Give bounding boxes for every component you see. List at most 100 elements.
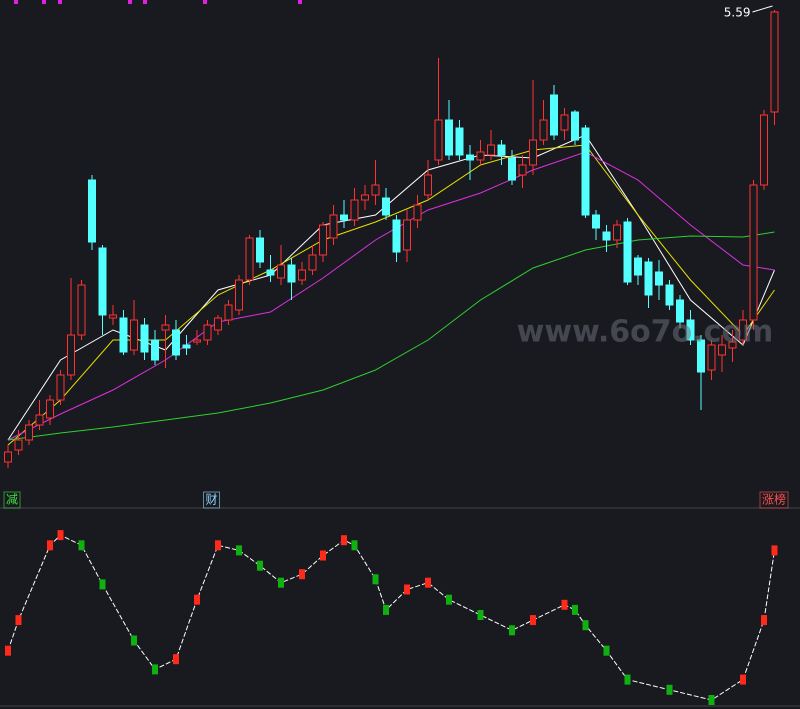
candle-body: [455, 127, 464, 156]
ma-line: [7, 231, 775, 441]
candle-body: [613, 224, 621, 241]
oscillator-marker: [47, 540, 53, 551]
candle-body: [287, 264, 296, 283]
candle-body: [728, 341, 737, 349]
candle-body: [602, 231, 611, 241]
candle-body: [392, 219, 401, 253]
candle-body: [623, 221, 632, 283]
candle-body: [172, 329, 180, 356]
candle-body: [4, 451, 12, 463]
oscillator-marker: [404, 584, 410, 595]
candle-body: [413, 204, 422, 221]
oscillator-marker: [582, 620, 589, 631]
candle-body: [266, 269, 275, 276]
candle-body: [739, 319, 747, 341]
candle-body: [497, 144, 506, 156]
oscillator-marker: [708, 695, 715, 705]
candle-body: [130, 319, 138, 351]
candle-body: [718, 344, 726, 356]
oscillator-marker: [530, 615, 536, 626]
candle-body: [707, 344, 716, 371]
candle-body: [550, 94, 558, 136]
candle-body: [46, 399, 54, 419]
candle-body: [665, 284, 674, 306]
candle-body: [434, 119, 443, 161]
candle-body: [77, 284, 86, 336]
ma-line: [7, 144, 775, 446]
event-label: 减: [6, 493, 18, 507]
oscillator-marker: [15, 615, 22, 626]
candle-body: [749, 184, 758, 321]
oscillator-line: [7, 534, 775, 701]
oscillator-marker: [351, 540, 358, 551]
candle-body: [445, 119, 453, 156]
candle-body: [161, 324, 170, 331]
oscillator-marker: [299, 569, 305, 580]
oscillator-marker: [372, 574, 379, 585]
oscillator-marker: [152, 664, 158, 675]
event-label-box: [759, 491, 789, 509]
candle-body: [581, 127, 590, 216]
candle-body: [308, 254, 317, 271]
candle-body: [35, 414, 44, 426]
oscillator-marker: [5, 645, 11, 656]
oscillator-marker: [131, 635, 137, 646]
watermark: www.6o7o.com: [517, 315, 774, 350]
candle-body: [340, 214, 348, 221]
candle-body: [770, 11, 779, 113]
oscillator-marker: [57, 530, 64, 541]
oscillator-marker: [603, 645, 610, 656]
candle-body: [676, 299, 684, 323]
candle-body: [466, 154, 474, 161]
candle-body: [487, 144, 495, 156]
event-label: 涨榜: [762, 492, 786, 507]
oscillator-marker: [561, 599, 568, 610]
candle-body: [686, 319, 695, 341]
candle-body: [655, 271, 663, 286]
high-annotation: 5.59: [724, 6, 751, 20]
candle-body: [245, 237, 254, 281]
candle-body: [14, 439, 23, 451]
candle-body: [298, 269, 306, 281]
candle-body: [560, 114, 569, 131]
oscillator-marker: [194, 594, 200, 605]
candle-body: [182, 344, 191, 349]
oscillator-marker: [761, 615, 767, 626]
oscillator-marker: [771, 545, 778, 556]
candle-body: [203, 324, 212, 341]
candle-body: [319, 224, 327, 256]
oscillator-marker: [624, 674, 631, 685]
candle-body: [760, 114, 768, 186]
candle-body: [539, 119, 548, 141]
candle-body: [214, 317, 222, 331]
oscillator-marker: [173, 654, 179, 665]
candle-body: [508, 157, 516, 181]
candle-body: [403, 219, 411, 251]
oscillator-marker: [78, 540, 85, 551]
top-markers: [14, 0, 302, 4]
candle-body: [571, 111, 579, 141]
oscillator-marker: [257, 560, 263, 571]
candle-body: [518, 164, 527, 176]
oscillator-marker: [341, 535, 347, 546]
candle-body: [151, 339, 159, 361]
candle-body: [256, 237, 264, 263]
candle-body: [361, 194, 369, 201]
candle-body: [697, 339, 705, 373]
oscillator-marker: [236, 545, 242, 556]
candle-body: [235, 279, 243, 311]
oscillator-marker: [666, 684, 673, 695]
oscillator-marker: [215, 540, 221, 551]
candle-body: [98, 247, 107, 316]
candle-body: [56, 374, 65, 401]
candle-body: [193, 339, 201, 343]
event-label: 财: [206, 493, 218, 507]
candle-body: [109, 314, 117, 319]
candle-body: [371, 184, 380, 196]
oscillator-marker: [99, 579, 106, 590]
oscillator-marker: [425, 577, 431, 588]
candle-body: [476, 151, 485, 161]
